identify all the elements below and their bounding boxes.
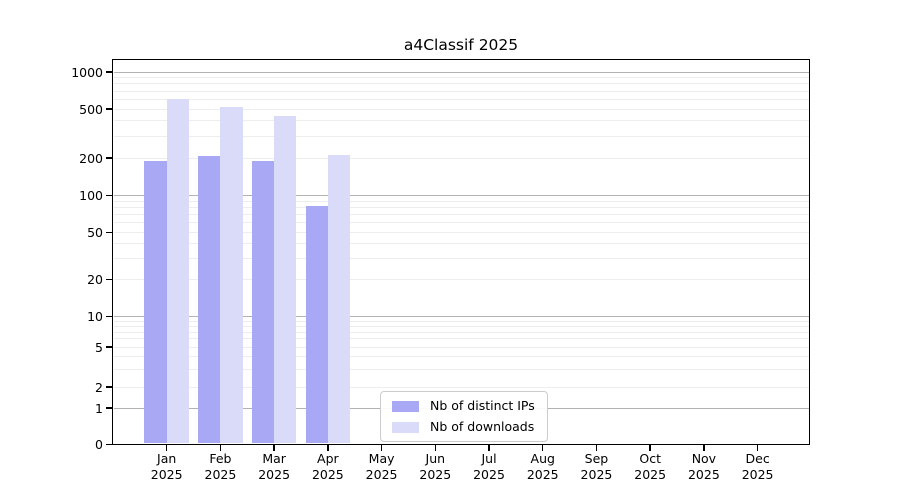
legend-item-downloads: Nb of downloads <box>392 419 535 435</box>
minor-gridline <box>113 338 809 340</box>
minor-gridline <box>113 243 809 245</box>
legend-label-distinct-ips: Nb of distinct IPs <box>430 398 535 413</box>
bar-downloads-mar <box>274 116 297 444</box>
x-axis-tick-label: Dec 2025 <box>741 451 774 482</box>
minor-gridline <box>113 279 809 280</box>
minor-gridline <box>113 258 809 260</box>
x-axis-tick-label: Apr 2025 <box>311 451 344 482</box>
x-axis-tick-label: Jan 2025 <box>150 451 183 482</box>
minor-gridline <box>113 120 809 122</box>
minor-gridline <box>113 222 809 224</box>
bar-distinct-ips-jan <box>144 160 167 444</box>
minor-gridline <box>113 90 809 92</box>
y-axis-tick-label: 500 <box>79 101 103 117</box>
minor-gridline <box>113 83 809 85</box>
x-tick-mark <box>380 444 383 451</box>
bar-downloads-feb <box>220 107 243 444</box>
x-tick-mark <box>327 444 329 451</box>
y-tick-mark <box>106 194 112 197</box>
x-axis-tick-label: Mar 2025 <box>258 451 291 482</box>
minor-gridline <box>113 331 809 333</box>
minor-gridline <box>113 200 809 202</box>
y-axis-tick-label: 2 <box>95 379 103 395</box>
minor-gridline <box>113 325 809 327</box>
major-gridline <box>113 71 809 73</box>
x-tick-mark <box>434 444 436 451</box>
y-axis-tick-label: 10 <box>87 309 103 324</box>
x-axis-tick-label: Jul 2025 <box>473 451 505 482</box>
x-tick-mark <box>488 444 490 451</box>
bar-downloads-jan <box>166 99 189 444</box>
y-axis-tick-label: 1 <box>95 400 103 416</box>
legend-swatch-downloads <box>392 421 419 433</box>
x-tick-mark <box>219 444 222 451</box>
x-axis-tick-label: Oct 2025 <box>634 451 667 482</box>
y-axis-tick-label: 20 <box>87 272 103 287</box>
y-tick-mark <box>106 231 112 234</box>
minor-gridline <box>113 108 809 110</box>
y-tick-mark <box>106 278 112 281</box>
bar-distinct-ips-apr <box>305 206 328 444</box>
x-axis-tick-label: Sep 2025 <box>580 451 613 482</box>
minor-gridline <box>113 346 809 348</box>
y-tick-mark <box>106 108 112 110</box>
major-gridline <box>113 195 809 196</box>
minor-gridline <box>113 356 809 358</box>
x-axis-tick-label: May 2025 <box>365 451 398 482</box>
minor-gridline <box>113 214 809 216</box>
minor-gridline <box>113 77 809 79</box>
x-axis-tick-label: Nov 2025 <box>687 451 720 482</box>
y-tick-mark <box>106 157 112 159</box>
minor-gridline <box>113 386 809 388</box>
bar-distinct-ips-mar <box>251 160 275 444</box>
y-axis-tick-label: 1000 <box>71 64 103 80</box>
y-axis-tick-label: 100 <box>79 188 103 203</box>
x-axis-tick-label: Aug 2025 <box>526 451 559 482</box>
y-tick-mark <box>106 443 112 446</box>
x-tick-mark <box>166 444 168 451</box>
minor-gridline <box>113 206 809 208</box>
legend-item-distinct-ips: Nb of distinct IPs <box>392 398 535 414</box>
x-tick-mark <box>649 444 651 451</box>
x-axis-tick-label: Feb 2025 <box>204 451 237 482</box>
minor-gridline <box>113 232 809 233</box>
y-axis-tick-label: 50 <box>87 225 103 240</box>
y-axis-tick-label: 200 <box>79 150 103 166</box>
y-tick-mark <box>106 346 112 348</box>
legend-label-downloads: Nb of downloads <box>430 419 535 434</box>
x-tick-mark <box>703 444 705 451</box>
legend: Nb of distinct IPs Nb of downloads <box>380 391 548 442</box>
x-tick-mark <box>595 444 598 451</box>
minor-gridline <box>113 157 809 159</box>
minor-gridline <box>113 320 809 322</box>
x-tick-mark <box>756 444 759 451</box>
minor-gridline <box>113 98 809 100</box>
minor-gridline <box>113 135 809 137</box>
legend-swatch-distinct-ips <box>392 400 419 412</box>
x-tick-mark <box>273 444 275 451</box>
y-tick-mark <box>106 386 112 388</box>
bar-distinct-ips-feb <box>198 156 221 444</box>
y-tick-mark <box>106 315 112 318</box>
y-axis-tick-label: 0 <box>95 437 103 452</box>
y-tick-mark <box>106 71 112 73</box>
x-axis-tick-label: Jun 2025 <box>419 451 452 482</box>
chart-title: a4Classif 2025 <box>403 36 519 54</box>
major-gridline <box>113 316 809 317</box>
x-tick-mark <box>542 444 544 451</box>
y-axis-tick-label: 5 <box>95 339 103 355</box>
y-tick-mark <box>106 407 112 409</box>
bar-downloads-apr <box>327 155 351 444</box>
minor-gridline <box>113 368 809 370</box>
